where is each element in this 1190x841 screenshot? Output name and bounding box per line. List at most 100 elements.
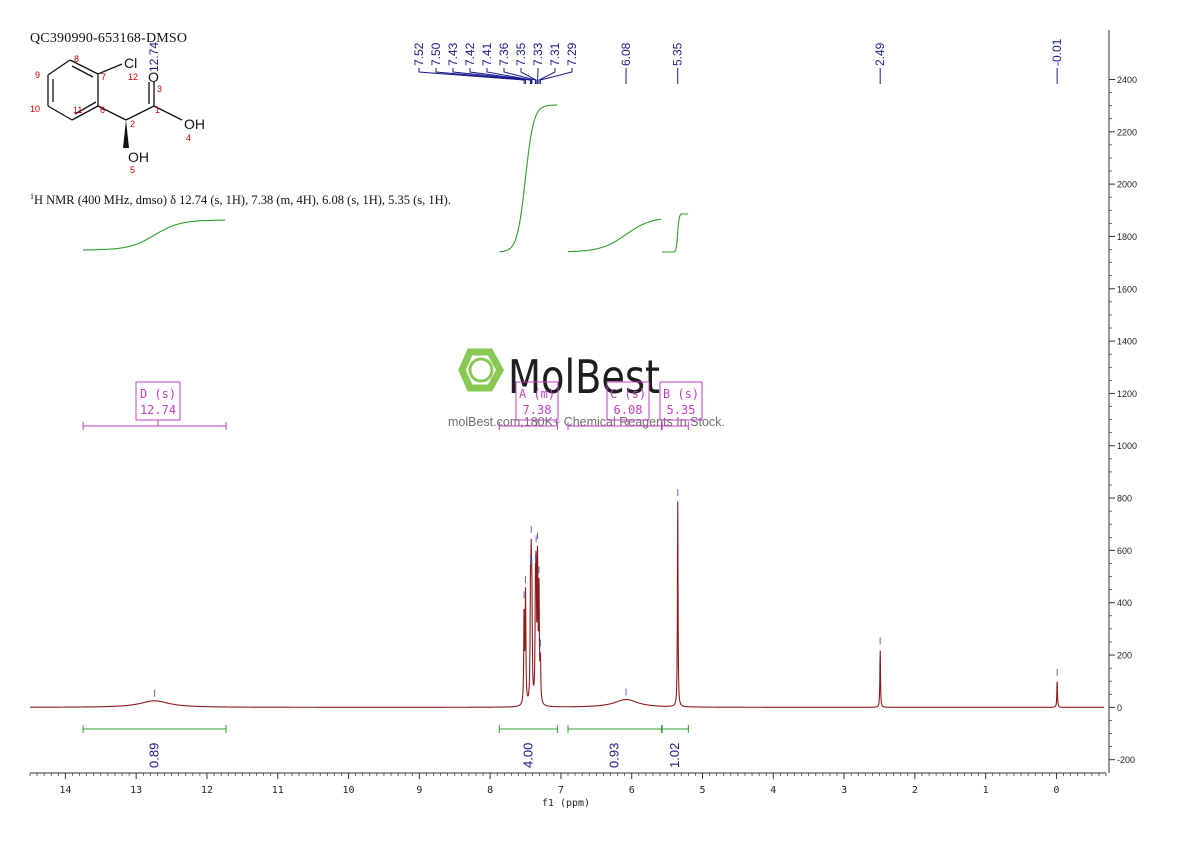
multiplet-shift: 5.35	[667, 403, 696, 417]
y-tick-label: 0	[1117, 703, 1122, 713]
x-tick-label: 10	[343, 785, 355, 796]
bond-8-9	[47, 59, 71, 76]
y-tick-label: 1600	[1117, 284, 1137, 294]
peak-labels: 12.74 7.52 7.50 7.43 7.42 7.41 7.36 7.35 7.33 7.3…	[147, 38, 1064, 84]
x-tick-label: 5	[699, 785, 705, 796]
atom-o5-number: 5	[130, 165, 135, 175]
multiplet-shift: 7.38	[523, 403, 552, 417]
watermark-logo-inner-icon	[468, 357, 494, 383]
integral-value: 4.00	[520, 743, 535, 768]
y-tick-label: 800	[1117, 494, 1132, 504]
integral-curve	[662, 213, 689, 253]
x-tick-label: 14	[59, 785, 71, 796]
y-tick-label: 2200	[1117, 127, 1137, 137]
y-tick-label: 2400	[1117, 75, 1137, 85]
atom-o3-label: O	[148, 69, 159, 85]
peak-label: 2.49	[873, 42, 887, 66]
multiplet-letter: A (m)	[519, 387, 555, 401]
peak-label: 7.35	[514, 42, 528, 66]
x-tick-label: 8	[487, 785, 493, 796]
peak-label-leader	[503, 68, 536, 84]
x-tick-label: 6	[629, 785, 635, 796]
y-tick-label: -200	[1117, 755, 1135, 765]
peak-label: 7.36	[497, 42, 511, 66]
bond-11-6-double	[74, 101, 97, 115]
multiplet-letter: D (s)	[140, 387, 176, 401]
axes: 14 13 12 11 10 9 8 7 6 5 4 3 2 1 0f1 (ppm)-20002004006…	[29, 30, 1137, 809]
bond-6-2	[97, 105, 127, 121]
peak-label: 7.50	[429, 42, 443, 66]
atom-cl-number: 12	[128, 72, 138, 82]
x-axis-label: f1 (ppm)	[542, 798, 590, 809]
ring-number-1: 1	[155, 105, 160, 115]
bond-7-cl	[97, 63, 123, 75]
peak-label: 7.43	[446, 42, 460, 66]
peak-label: 5.35	[671, 42, 685, 66]
sample-title: QC390990-653168-DMSO	[30, 31, 188, 46]
bond-11-6	[71, 105, 99, 121]
peak-label: 12.74	[147, 42, 161, 72]
integral-curve	[83, 219, 226, 251]
y-tick-label: 2000	[1117, 180, 1137, 190]
peak-label: -0.01	[1050, 38, 1064, 66]
peak-label-leader	[452, 68, 531, 84]
atom-cl-label: Cl	[124, 55, 137, 71]
ring-number-9: 9	[35, 70, 40, 80]
wedge-bond-2-o5	[123, 120, 129, 148]
peak-label-leader	[538, 68, 556, 84]
ring-number-11: 11	[73, 105, 82, 115]
multiplet-shift: 6.08	[614, 403, 643, 417]
peak-label-leader	[486, 68, 533, 84]
x-tick-label: 2	[912, 785, 918, 796]
chemical-structure	[47, 59, 183, 148]
x-tick-label: 0	[1053, 785, 1059, 796]
atom-o5-label: OH	[128, 149, 149, 165]
nmr-summary: 1H NMR (400 MHz, dmso) δ 12.74 (s, 1H), …	[30, 192, 451, 208]
multiplet-letter: B (s)	[663, 387, 699, 401]
integral-curve	[568, 218, 662, 253]
ring-number-8: 8	[74, 54, 79, 64]
atom-o4-number: 4	[186, 133, 191, 143]
peak-label: 7.52	[412, 42, 426, 66]
ring-number-2: 2	[130, 119, 135, 129]
x-tick-label: 13	[130, 785, 142, 796]
multiplet-letter: C (s)	[610, 387, 646, 401]
bond-10-11	[47, 105, 73, 121]
integral-curve	[499, 104, 558, 253]
bond-7-8	[69, 59, 99, 75]
watermark-tagline: molBest.com,180K+ Chemical Reagents In S…	[448, 415, 725, 429]
peak-label: 7.33	[531, 42, 545, 66]
peak-label: 6.08	[619, 42, 633, 66]
nucleus-superscript: 1	[30, 192, 34, 201]
x-tick-label: 11	[272, 785, 284, 796]
bond-2-1	[125, 105, 155, 121]
peak-label: 7.41	[480, 42, 494, 66]
x-tick-label: 3	[841, 785, 847, 796]
peak-markers	[154, 489, 1058, 697]
multiplets: D (s) 12.74 A (m) 7.38 C (s) 6.08 B (s) 5.35	[82, 381, 703, 430]
x-tick-label: 1	[983, 785, 989, 796]
peak-label-leader	[469, 68, 532, 84]
x-tick-label: 9	[416, 785, 422, 796]
bond-1-o4	[153, 105, 183, 121]
peak-label: 7.42	[463, 42, 477, 66]
y-tick-label: 600	[1117, 546, 1132, 556]
y-tick-label: 400	[1117, 598, 1132, 608]
x-tick-label: 7	[558, 785, 564, 796]
y-tick-label: 1000	[1117, 441, 1137, 451]
multiplet-shift: 12.74	[140, 403, 176, 417]
atom-o4-label: OH	[184, 116, 205, 132]
peak-label-leader	[435, 68, 527, 84]
integral-value: 1.02	[667, 743, 682, 768]
y-tick-label: 1200	[1117, 389, 1137, 399]
spectrum-line	[30, 501, 1104, 708]
peak-label: 7.29	[565, 42, 579, 66]
ring-number-10: 10	[30, 104, 40, 114]
ring-number-6: 6	[100, 105, 105, 115]
watermark-logo-icon	[458, 348, 505, 392]
atom-o3-number: 3	[157, 84, 162, 94]
y-tick-label: 200	[1117, 651, 1132, 661]
x-tick-label: 4	[770, 785, 776, 796]
nmr-summary-text: H NMR (400 MHz, dmso) δ 12.74 (s, 1H), 7…	[34, 193, 451, 208]
bond-7-8-double	[71, 65, 94, 78]
